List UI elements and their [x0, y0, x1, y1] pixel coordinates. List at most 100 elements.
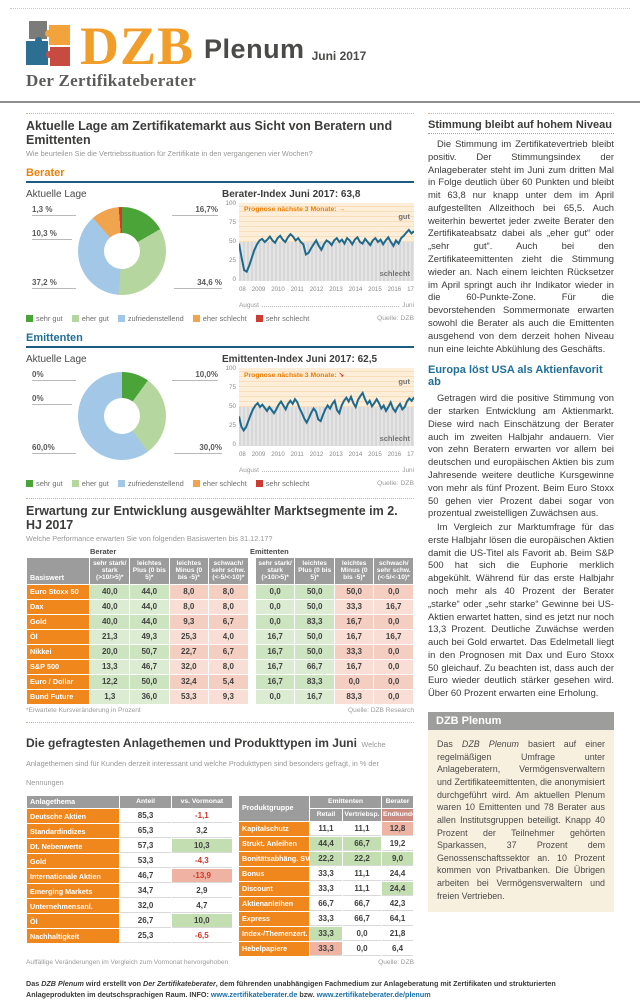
x-tick-label: 2010 — [271, 450, 285, 458]
value-cell: 25,3 — [120, 929, 171, 944]
value-cell: 40,0 — [90, 614, 130, 629]
value-cell: 44,4 — [310, 836, 342, 851]
value-cell: 36,0 — [130, 689, 169, 704]
x-tick-label: 2015 — [368, 450, 382, 458]
value-cell: 9,3 — [209, 689, 248, 704]
value-cell: 44,0 — [130, 584, 169, 599]
x-tick-label: 2013 — [329, 285, 343, 293]
value-cell: 0,0 — [374, 659, 413, 674]
value-cell: 22,2 — [343, 851, 381, 866]
zone-bad-label: schlecht — [379, 433, 410, 443]
puzzle-logo-icon — [26, 21, 72, 67]
legend-label: eher schlecht — [202, 478, 247, 488]
value-cell: 0,0 — [343, 941, 381, 956]
value-cell: 44,0 — [130, 599, 169, 614]
legend-swatch-icon — [71, 479, 79, 487]
row-label: Euro Stoxx 50 — [27, 584, 90, 599]
delta-cell: 10,0 — [171, 914, 232, 929]
x-tick-label: 2016 — [387, 285, 402, 293]
index-line-svg — [239, 203, 414, 281]
value-cell: 50,0 — [295, 644, 334, 659]
column-gap — [249, 630, 255, 644]
article-paragraph: Die Stimmung im Zertifikatevertrieb blei… — [428, 138, 614, 354]
row-label: Dax — [27, 599, 90, 614]
legend-label: zufriedenstellend — [127, 313, 184, 323]
legend-item: sehr gut — [26, 479, 63, 488]
legend-label: sehr schlecht — [265, 313, 310, 323]
table-row: Nikkei 20,0 50,7 22,7 6,7 16,7 50,0 33,3 0,0 — [27, 644, 413, 659]
row-label: Gold — [27, 614, 90, 629]
x-tick-label: 2012 — [309, 450, 324, 458]
value-cell: 0,0 — [374, 689, 413, 704]
value-cell: 33,3 — [310, 941, 342, 956]
row-label: Kapitalschutz — [239, 821, 309, 836]
article-heading-1: Stimmung bleibt auf hohem Niveau — [428, 119, 614, 134]
value-cell: 11,1 — [343, 821, 381, 836]
value-cell: 50,0 — [334, 584, 374, 599]
x-tick-label: 2014 — [348, 450, 363, 458]
source-label: Quelle: DZB — [376, 479, 414, 487]
index-title: Emittenten-Index Juni 2017: 62,5 — [222, 353, 378, 365]
value-cell: 44,0 — [130, 614, 169, 629]
column-header: Produktgruppe — [239, 796, 309, 821]
legend-item: zufriedenstellend — [117, 479, 184, 488]
value-cell: 8,0 — [209, 584, 248, 599]
value-cell: 33,3 — [334, 599, 374, 614]
value-cell: 32,0 — [120, 899, 171, 914]
pie-callout: 0% — [32, 370, 76, 381]
table-row: Index-/Themenzert. 33,3 0,0 21,8 — [239, 926, 413, 941]
y-tick-label: 100 — [225, 364, 236, 372]
footer-text-segment: DZB Plenum — [41, 978, 84, 988]
value-cell: 16,7 — [374, 599, 413, 614]
value-cell: 6,4 — [382, 941, 413, 956]
legend-swatch-icon — [117, 479, 125, 487]
value-cell: 0,0 — [374, 674, 413, 689]
value-cell: 24,4 — [382, 881, 413, 896]
footer-text-segment: wird erstellt von — [83, 978, 144, 988]
legend-swatch-icon — [26, 479, 33, 487]
row-label: Strukt. Anleihen — [239, 836, 309, 851]
legend-swatch-icon — [192, 479, 200, 487]
table1-footer: *Erwartete Kursveränderung in Prozent Qu… — [26, 707, 414, 714]
y-tick-label: 50 — [228, 402, 236, 410]
row-label: Unternehmensanl. — [27, 899, 120, 914]
table-row: Nachhaltigkeit 25,3 -6,5 — [27, 929, 232, 944]
table-row: Öl 26,7 10,0 — [27, 914, 232, 929]
table-row: Gold 53,3 -4,3 — [27, 854, 232, 869]
market-expectation-table: Basiswert sehr stark/ stark (>10/>5)* leic… — [26, 557, 414, 705]
y-tick-label: 50 — [228, 237, 236, 245]
value-cell: 16,7 — [255, 659, 295, 674]
x-tick-label: 2009 — [251, 285, 266, 293]
value-cell: 85,3 — [120, 809, 171, 824]
legend-swatch-icon — [26, 314, 33, 322]
row-label: Express — [239, 911, 309, 926]
value-cell: 20,0 — [90, 644, 130, 659]
footer-link[interactable]: www.zertifikateberater.de — [210, 989, 298, 999]
value-cell: 6,7 — [209, 644, 248, 659]
x-range-labels: August Juni — [239, 466, 414, 474]
group-header: Berater — [382, 796, 413, 808]
value-cell: 0,0 — [374, 644, 413, 659]
value-cell: 25,3 — [169, 629, 209, 644]
produkttypen-table: Produktgruppe Emittenten Berater Retail Vert… — [238, 795, 420, 957]
plenum-box-italic: DZB Plenum — [461, 739, 519, 750]
table2-source: Quelle: DZB — [378, 958, 414, 966]
value-cell: 0,0 — [374, 614, 413, 629]
column-header: leichtes Plus (0 bis 5)* — [295, 557, 334, 584]
value-cell: 13,3 — [90, 659, 130, 674]
footer-link[interactable]: www.zertifikateberater.de/plenum — [316, 989, 431, 999]
x-axis: 08 2009 2010 2011 2012 2013 2014 2015 2016 17 — [239, 451, 414, 462]
value-cell: 16,7 — [334, 629, 374, 644]
emittenten-index-chart: 100 75 50 25 0 Prognose nächste 3 Monate: ↘ … — [222, 364, 414, 474]
table-row: Bonitätsabhäng. SV 22,2 22,2 9,0 — [239, 851, 413, 866]
value-cell: 11,1 — [343, 881, 381, 896]
value-cell: 16,7 — [255, 674, 295, 689]
column-header: Vertriebsp. — [343, 809, 381, 821]
x-tick-label: 17 — [407, 285, 414, 293]
donut-chart — [78, 371, 166, 460]
row-label: S&P 500 — [27, 659, 90, 674]
footer-text-segment: Das — [26, 978, 42, 988]
column-header: schwach/ sehr schw. (<-5/<-10)* — [209, 557, 248, 584]
value-cell: 24,4 — [382, 866, 413, 881]
delta-cell: -13,9 — [171, 869, 232, 884]
